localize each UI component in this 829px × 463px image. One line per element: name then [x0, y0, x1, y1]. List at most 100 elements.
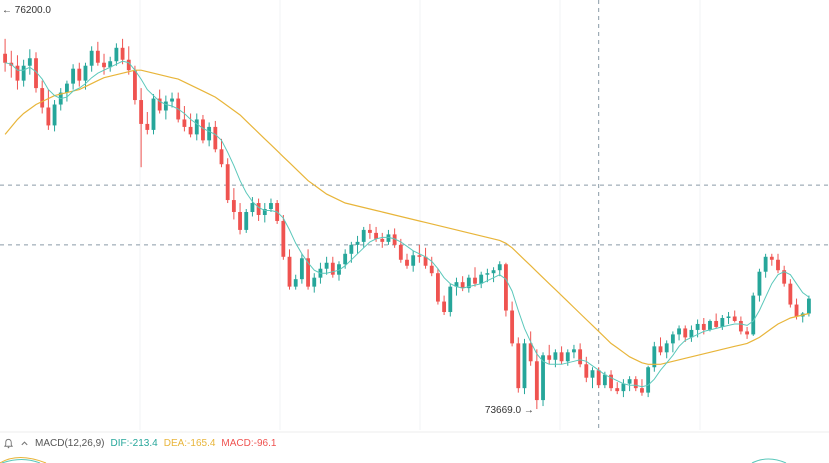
- candle-body: [21, 65, 26, 81]
- candle: [578, 343, 583, 368]
- candle: [658, 337, 663, 356]
- candle: [324, 256, 329, 275]
- candle: [806, 295, 811, 317]
- candle-body: [714, 320, 719, 327]
- candle-body: [139, 100, 144, 124]
- chart-grid: [139, 0, 701, 430]
- candle-body: [757, 271, 762, 296]
- candle: [40, 80, 45, 114]
- candle-body: [788, 283, 793, 305]
- candle-body: [683, 328, 688, 338]
- bell-icon[interactable]: [3, 438, 14, 449]
- candle-body: [584, 364, 589, 378]
- candle: [776, 253, 780, 274]
- candle: [757, 268, 762, 302]
- candle: [411, 250, 416, 272]
- candle-body: [324, 262, 329, 269]
- candle-body: [726, 316, 731, 318]
- candle-body: [65, 83, 69, 93]
- candle-body: [776, 259, 780, 271]
- candle: [194, 113, 199, 141]
- macd-curve-left: [0, 457, 47, 463]
- candle: [720, 315, 725, 330]
- candle: [726, 312, 731, 324]
- candle-body: [633, 379, 638, 389]
- candle: [559, 346, 564, 365]
- candle-body: [126, 59, 131, 71]
- candle: [683, 325, 688, 342]
- candle-body: [102, 62, 106, 68]
- candle: [528, 331, 533, 366]
- candle: [504, 262, 508, 317]
- candle-body: [572, 349, 576, 353]
- candle-body: [522, 343, 527, 389]
- candle-body: [108, 61, 113, 68]
- candle: [114, 43, 119, 66]
- candle-body: [745, 331, 749, 335]
- candle: [640, 379, 644, 396]
- candle-body: [442, 301, 447, 313]
- candle-body: [479, 274, 484, 284]
- candle: [510, 301, 515, 347]
- candle-body: [89, 50, 94, 66]
- chevron-up-icon[interactable]: [20, 439, 29, 448]
- candles: [3, 38, 811, 410]
- candle-body: [553, 352, 558, 360]
- candle-body: [250, 203, 255, 212]
- candle: [337, 261, 341, 281]
- candle: [738, 316, 743, 335]
- candle: [3, 38, 8, 72]
- candle: [405, 253, 409, 269]
- candle: [52, 100, 57, 132]
- candle-body: [355, 241, 360, 245]
- candle: [745, 326, 749, 339]
- candle: [231, 188, 236, 220]
- candle-body: [652, 346, 657, 368]
- candle-body: [114, 47, 119, 62]
- high-price-label: ← 76200.0: [2, 5, 51, 16]
- candle-body: [225, 164, 230, 201]
- candle: [627, 376, 632, 392]
- candle-body: [763, 256, 768, 272]
- candle-body: [398, 244, 403, 260]
- candle: [133, 65, 137, 105]
- candle-body: [769, 256, 774, 260]
- candle-body: [27, 58, 32, 66]
- candle-body: [157, 98, 162, 111]
- candle-body: [609, 374, 613, 389]
- candle: [522, 338, 527, 395]
- candle-body: [627, 379, 632, 384]
- candle: [473, 267, 477, 287]
- candle: [590, 367, 595, 389]
- candle-body: [46, 107, 51, 126]
- candle-body: [256, 203, 261, 215]
- candle-body: [269, 203, 273, 210]
- candle: [751, 292, 756, 336]
- candle: [145, 111, 150, 135]
- candle: [689, 325, 694, 342]
- candle-body: [15, 65, 20, 81]
- candle-body: [170, 98, 174, 102]
- ma-slow-line: [4, 69, 810, 365]
- candle: [170, 92, 174, 108]
- candle-body: [615, 388, 620, 392]
- candle-body: [367, 229, 372, 233]
- candle-body: [151, 98, 156, 130]
- macd-dea-value: DEA:-165.4: [163, 437, 216, 449]
- candle-body: [34, 58, 38, 89]
- candle: [58, 88, 63, 111]
- candle-body: [3, 53, 8, 63]
- candle: [65, 80, 69, 102]
- macd-curve-right: [751, 458, 787, 463]
- candle-body: [782, 270, 787, 284]
- candle: [547, 344, 552, 365]
- macd-dif-value: DIF:-213.4: [110, 437, 158, 449]
- candle: [621, 379, 626, 398]
- candle-body: [330, 262, 335, 275]
- candle-body: [689, 329, 694, 338]
- candle: [714, 313, 719, 329]
- candle-body: [219, 149, 224, 165]
- candle: [398, 238, 403, 263]
- candle-body: [71, 68, 76, 84]
